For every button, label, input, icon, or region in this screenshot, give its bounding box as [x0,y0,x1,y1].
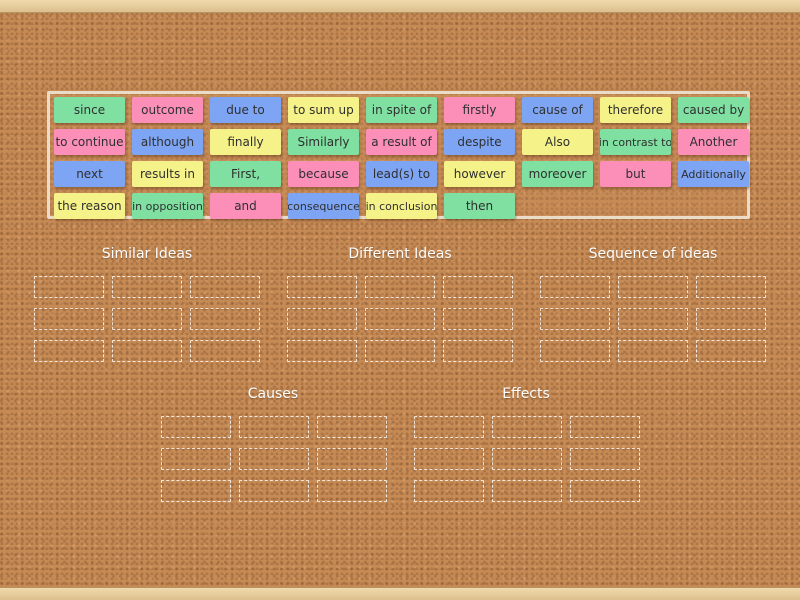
drop-slot-similar-ideas[interactable] [34,340,104,362]
tile-results-in[interactable]: results in [132,161,203,187]
drop-slot-sequence-of-ideas[interactable] [618,308,688,330]
drop-slot-causes[interactable] [317,448,387,470]
board-frame-bottom [0,587,800,600]
drop-slot-causes[interactable] [161,448,231,470]
tile-although[interactable]: although [132,129,203,155]
drop-slot-different-ideas[interactable] [365,340,435,362]
drop-slot-effects[interactable] [492,480,562,502]
tile-to-continue[interactable]: to continue [54,129,125,155]
drop-slot-similar-ideas[interactable] [190,308,260,330]
tile-also[interactable]: Also [522,129,593,155]
tile-in-opposition[interactable]: in opposition [132,193,203,219]
tile-consequence[interactable]: consequence [288,193,359,219]
group-title-causes: Causes [247,386,299,402]
tile-outcome[interactable]: outcome [132,97,203,123]
drop-slot-similar-ideas[interactable] [112,276,182,298]
tile-finally[interactable]: finally [210,129,281,155]
drop-slot-different-ideas[interactable] [443,276,513,298]
tile-another[interactable]: Another [678,129,749,155]
drop-slot-similar-ideas[interactable] [34,276,104,298]
drop-slot-sequence-of-ideas[interactable] [696,340,766,362]
drop-slot-effects[interactable] [570,448,640,470]
drop-slot-sequence-of-ideas[interactable] [540,276,610,298]
drop-slot-similar-ideas[interactable] [190,276,260,298]
drop-slot-different-ideas[interactable] [443,340,513,362]
group-title-similar-ideas: Similar Ideas [101,246,193,262]
drop-slot-effects[interactable] [570,416,640,438]
drop-slot-effects[interactable] [492,416,562,438]
drop-slot-causes[interactable] [161,480,231,502]
drop-slot-causes[interactable] [239,480,309,502]
drop-slot-different-ideas[interactable] [365,308,435,330]
drop-slot-different-ideas[interactable] [443,308,513,330]
drop-slot-similar-ideas[interactable] [112,308,182,330]
tile-next[interactable]: next [54,161,125,187]
drop-slot-different-ideas[interactable] [287,340,357,362]
tile-in-contrast-to[interactable]: in contrast to [600,129,671,155]
drop-slot-different-ideas[interactable] [287,276,357,298]
drop-slot-causes[interactable] [161,416,231,438]
tile-in-spite-of[interactable]: in spite of [366,97,437,123]
tile-because[interactable]: because [288,161,359,187]
group-title-sequence-of-ideas: Sequence of ideas [588,246,718,262]
tile-therefore[interactable]: therefore [600,97,671,123]
drop-slot-effects[interactable] [414,448,484,470]
tile-cause-of[interactable]: cause of [522,97,593,123]
tile-moreover[interactable]: moreover [522,161,593,187]
drop-slot-effects[interactable] [414,416,484,438]
tile-similarly[interactable]: Similarly [288,129,359,155]
tile-the-reason[interactable]: the reason [54,193,125,219]
drop-slot-effects[interactable] [414,480,484,502]
drop-slot-sequence-of-ideas[interactable] [618,276,688,298]
tile-additionally[interactable]: Additionally [678,161,749,187]
tile-however[interactable]: however [444,161,515,187]
drop-slot-sequence-of-ideas[interactable] [618,340,688,362]
drop-slot-sequence-of-ideas[interactable] [696,308,766,330]
tile-a-result-of[interactable]: a result of [366,129,437,155]
drop-slot-sequence-of-ideas[interactable] [540,308,610,330]
tile-since[interactable]: since [54,97,125,123]
tile-caused-by[interactable]: caused by [678,97,749,123]
drop-slot-effects[interactable] [492,448,562,470]
tile-due-to[interactable]: due to [210,97,281,123]
drop-slot-causes[interactable] [317,416,387,438]
tile-despite[interactable]: despite [444,129,515,155]
tile-first[interactable]: First, [210,161,281,187]
drop-slot-sequence-of-ideas[interactable] [540,340,610,362]
drop-slot-sequence-of-ideas[interactable] [696,276,766,298]
drop-slot-different-ideas[interactable] [287,308,357,330]
group-title-different-ideas: Different Ideas [348,246,452,262]
drop-slot-similar-ideas[interactable] [34,308,104,330]
tile-leads-to[interactable]: lead(s) to [366,161,437,187]
tile-to-sum-up[interactable]: to sum up [288,97,359,123]
drop-slot-similar-ideas[interactable] [112,340,182,362]
drop-slot-effects[interactable] [570,480,640,502]
drop-slot-causes[interactable] [317,480,387,502]
board-frame-top [0,0,800,13]
word-bank: since outcome due to to sum up in spite … [47,91,750,219]
drop-slot-causes[interactable] [239,416,309,438]
tile-and[interactable]: and [210,193,281,219]
group-title-effects: Effects [502,386,550,402]
tile-then[interactable]: then [444,193,515,219]
drop-slot-similar-ideas[interactable] [190,340,260,362]
tile-in-conclusion[interactable]: in conclusion [366,193,437,219]
drop-slot-different-ideas[interactable] [365,276,435,298]
drop-slot-causes[interactable] [239,448,309,470]
tile-firstly[interactable]: firstly [444,97,515,123]
tile-but[interactable]: but [600,161,671,187]
